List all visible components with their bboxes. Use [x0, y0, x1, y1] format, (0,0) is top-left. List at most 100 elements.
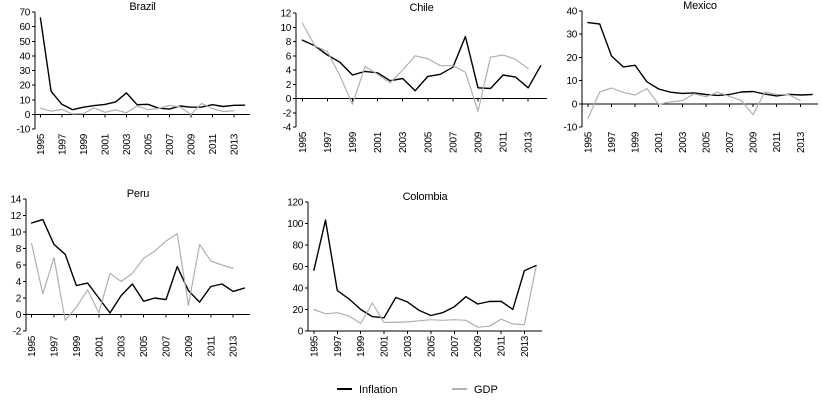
x-tick-label: 2011 — [499, 131, 510, 152]
chart-title: Peru — [127, 188, 150, 200]
y-tick-label: 100 — [287, 219, 304, 230]
chart-title: Chile — [409, 2, 433, 14]
x-tick-label: 2005 — [423, 131, 434, 153]
x-tick-label: 2007 — [725, 131, 736, 153]
inflation-line — [313, 219, 537, 319]
y-tick-label: -2 — [13, 327, 22, 338]
x-tick-label: 1995 — [36, 133, 47, 155]
y-tick-label: -4 — [283, 123, 292, 134]
x-tick-label: 2009 — [184, 335, 195, 357]
x-tick-label: 2009 — [186, 133, 197, 155]
x-tick-label: 2007 — [165, 133, 176, 155]
x-tick-label: 2007 — [448, 131, 459, 153]
gdp-line-swatch — [452, 388, 467, 390]
chart-canvas-mexico: Mexico 40 30 20 10 0 -10 1995 1997 1999 2001 2003 20… — [563, 0, 818, 153]
y-tick-label: 10 — [280, 23, 291, 34]
x-tick-label: 2011 — [208, 133, 219, 154]
x-tick-label: 1999 — [631, 131, 642, 153]
x-tick-label: 2001 — [380, 335, 391, 357]
x-tick-label: 2003 — [122, 133, 133, 155]
x-tick-label: 2001 — [94, 335, 105, 357]
y-tick-label: 30 — [19, 66, 30, 77]
y-tick-label: 60 — [292, 262, 303, 273]
y-tick-label: 2 — [16, 294, 22, 305]
chart-colombia: Colombia 120 100 80 60 40 20 0 1995 1997 1999 2001 2… — [270, 185, 560, 375]
chart-legend: Inflation GDP — [0, 384, 822, 404]
chart-canvas-colombia: Colombia 120 100 80 60 40 20 0 1995 1997 1999 2001 2… — [287, 191, 542, 357]
y-tick-label: 40 — [566, 7, 577, 18]
y-tick-label: 10 — [19, 95, 30, 106]
y-tick-label: 40 — [19, 51, 30, 62]
y-tick-label: 10 — [566, 76, 577, 87]
chart-mexico: Mexico 40 30 20 10 0 -10 1995 1997 1999 2001 2003 20… — [550, 0, 822, 172]
inflation-line — [30, 218, 246, 314]
y-tick-label: 0 — [16, 310, 22, 321]
y-tick-label: 12 — [280, 9, 291, 20]
y-tick-label: 0 — [572, 99, 578, 110]
x-tick-label: 2001 — [100, 133, 111, 155]
legend-label-gdp: GDP — [474, 384, 498, 396]
x-tick-label: 1995 — [309, 335, 320, 357]
chart-title: Brazil — [129, 1, 155, 13]
x-tick-label: 1997 — [50, 335, 61, 357]
y-tick-label: 20 — [566, 53, 577, 64]
x-tick-label: 2001 — [654, 131, 665, 153]
y-tick-label: 20 — [292, 305, 303, 316]
x-tick-label: 2011 — [497, 335, 508, 356]
y-tick-label: 0 — [286, 94, 292, 105]
inflation-line — [39, 17, 246, 111]
x-tick-label: 1995 — [27, 335, 38, 357]
y-tick-label: 6 — [16, 261, 22, 272]
y-tick-label: 120 — [287, 198, 304, 209]
y-tick-label: -2 — [283, 108, 292, 119]
chart-peru: Peru 14 12 10 8 6 4 2 0 -2 1995 1997 1999 2001 2003 200… — [0, 185, 262, 375]
x-tick-label: 2011 — [772, 131, 783, 152]
y-tick-label: 4 — [286, 66, 292, 77]
x-tick-label: 2005 — [143, 133, 154, 155]
y-tick-label: 6 — [286, 51, 292, 62]
y-tick-label: 30 — [566, 30, 577, 41]
x-tick-label: 2003 — [678, 131, 689, 153]
x-tick-label: 2013 — [229, 335, 240, 357]
gdp-line — [39, 102, 235, 116]
y-tick-label: 80 — [292, 241, 303, 252]
legend-label-inflation: Inflation — [359, 384, 398, 396]
legend-item-inflation: Inflation — [337, 384, 398, 396]
x-tick-label: 2007 — [450, 335, 461, 357]
x-tick-label: 2001 — [373, 131, 384, 153]
x-tick-label: 1995 — [583, 131, 594, 153]
chart-chile: Chile 12 10 8 6 4 2 0 -2 -4 1995 1997 1999 2001 2003 20… — [270, 0, 552, 172]
x-tick-label: 1999 — [79, 133, 90, 155]
x-tick-label: 1999 — [356, 335, 367, 357]
y-tick-label: 8 — [16, 244, 22, 255]
x-tick-label: 2013 — [229, 133, 240, 155]
inflation-line — [587, 21, 813, 97]
y-tick-label: 8 — [286, 37, 292, 48]
chart-title: Mexico — [683, 0, 717, 12]
x-tick-label: 1997 — [607, 131, 618, 153]
inflation-line-swatch — [337, 388, 352, 390]
x-tick-label: 2007 — [162, 335, 173, 357]
x-tick-label: 2003 — [403, 335, 414, 357]
x-tick-label: 2005 — [426, 335, 437, 357]
x-tick-label: 2005 — [701, 131, 712, 153]
y-tick-label: 0 — [298, 327, 304, 338]
y-tick-label: 60 — [19, 22, 30, 33]
chart-canvas-peru: Peru 14 12 10 8 6 4 2 0 -2 1995 1997 1999 2001 2003 200… — [10, 188, 250, 357]
gdp-line — [313, 265, 537, 328]
gdp-line — [31, 233, 234, 321]
x-tick-label: 1999 — [348, 131, 359, 153]
chart-brazil: Brazil 70 60 50 40 30 20 10 0 -10 1995 1997 1999 2001… — [0, 0, 262, 172]
y-tick-label: -10 — [563, 123, 577, 134]
x-tick-label: 2003 — [398, 131, 409, 153]
x-tick-label: 2003 — [117, 335, 128, 357]
inflation-line — [301, 35, 542, 92]
chart-canvas-brazil: Brazil 70 60 50 40 30 20 10 0 -10 1995 1997 1999 2001… — [16, 1, 250, 155]
x-tick-label: 2013 — [524, 131, 535, 153]
y-tick-label: 0 — [25, 110, 31, 121]
y-tick-label: 12 — [10, 211, 21, 222]
x-tick-label: 2013 — [520, 335, 531, 357]
x-tick-label: 2013 — [796, 131, 807, 153]
x-tick-label: 1997 — [323, 131, 334, 153]
y-tick-label: 4 — [16, 277, 22, 288]
